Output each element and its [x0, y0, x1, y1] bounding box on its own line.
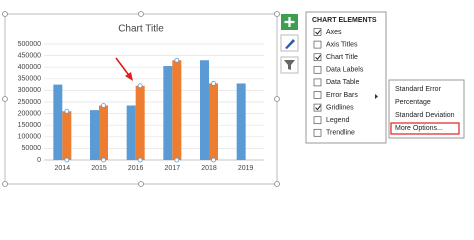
panel-item-label[interactable]: Legend: [326, 117, 349, 124]
submenu-arrow: [375, 94, 378, 99]
highlight-box: [390, 122, 460, 135]
chart-title: Chart Title: [118, 24, 164, 35]
panel-item-label[interactable]: Gridlines: [326, 104, 354, 111]
checkmark: [315, 54, 321, 60]
panel-item-label[interactable]: Chart Title: [326, 54, 358, 61]
y-tick-label: 150000: [18, 122, 41, 129]
checkbox[interactable]: [313, 103, 322, 112]
screenshot: Chart Title 0 50000 100000 150000 200000 2500…: [2, 11, 465, 187]
checkbox[interactable]: [313, 28, 322, 36]
bar: [236, 83, 246, 160]
plus-icon: [284, 17, 295, 27]
submenu-item[interactable]: Standard Error: [395, 86, 442, 93]
checkmark: [315, 105, 321, 111]
page: Chart Title 0 50000 100000 150000 200000 2500…: [2, 11, 465, 187]
y-tick-label: 300000: [18, 87, 41, 94]
panel-item-label[interactable]: Error Bars: [326, 92, 358, 99]
panel-item-label[interactable]: Data Labels: [326, 67, 364, 74]
annotation-arrowhead: [125, 72, 133, 81]
y-tick-label: 100000: [18, 134, 41, 141]
checkbox[interactable]: [313, 40, 322, 49]
bar: [90, 110, 99, 160]
y-tick-label: 0: [37, 157, 41, 164]
checkbox[interactable]: [313, 78, 322, 87]
filter-icon: [284, 60, 295, 70]
selection-handle: [174, 157, 180, 163]
y-tick-label: 350000: [18, 76, 41, 83]
panel-item-label[interactable]: Data Table: [326, 79, 359, 86]
x-tick-label: 2017: [165, 165, 181, 172]
checkbox[interactable]: [313, 116, 322, 125]
bar: [53, 84, 63, 160]
x-tick-label: 2016: [128, 165, 144, 172]
brush-icon: [285, 39, 295, 49]
bar: [200, 60, 209, 160]
y-tick-label: 400000: [18, 64, 41, 71]
panel-item-label[interactable]: Trendline: [326, 130, 355, 137]
bar: [163, 66, 173, 160]
x-tick-label: 2014: [55, 165, 71, 172]
submenu-item[interactable]: Percentage: [395, 99, 431, 106]
x-tick-label: 2018: [201, 165, 217, 172]
error-bars-submenu: [388, 79, 465, 139]
bar: [126, 105, 136, 160]
x-tick-label: 2019: [238, 165, 254, 172]
selection-handle: [64, 108, 70, 114]
bar: [209, 83, 218, 160]
selection-handle: [174, 57, 180, 63]
checkbox[interactable]: [313, 91, 322, 99]
x-tick-label: 2015: [91, 165, 107, 172]
submenu-item[interactable]: Standard Deviation: [395, 112, 455, 119]
checkmark: [315, 29, 321, 35]
panel-item-label[interactable]: Axes: [326, 29, 342, 36]
bar: [172, 60, 182, 160]
selection-handle: [101, 157, 106, 163]
selection-handle: [211, 81, 216, 86]
panel-title: CHART ELEMENTS: [312, 17, 377, 24]
panel-item-label[interactable]: Axis Titles: [326, 41, 358, 48]
bar: [135, 85, 145, 160]
chart-handles: [2, 11, 280, 187]
selection-handle: [64, 157, 70, 163]
y-tick-label: 50000: [22, 145, 42, 152]
selection-handle: [137, 83, 143, 89]
bar: [62, 111, 72, 160]
y-tick-label: 200000: [18, 110, 41, 117]
selection-handle: [137, 157, 143, 163]
y-tick-label: 250000: [18, 99, 41, 106]
y-tick-label: 500000: [18, 41, 41, 48]
checkbox[interactable]: [313, 53, 322, 62]
checkbox[interactable]: [313, 128, 322, 137]
bar: [99, 105, 108, 160]
checkbox[interactable]: [313, 65, 322, 74]
submenu-item[interactable]: More Options...: [395, 125, 443, 132]
y-tick-label: 450000: [18, 52, 41, 59]
selection-handle: [101, 103, 106, 108]
selection-handle: [211, 157, 216, 163]
